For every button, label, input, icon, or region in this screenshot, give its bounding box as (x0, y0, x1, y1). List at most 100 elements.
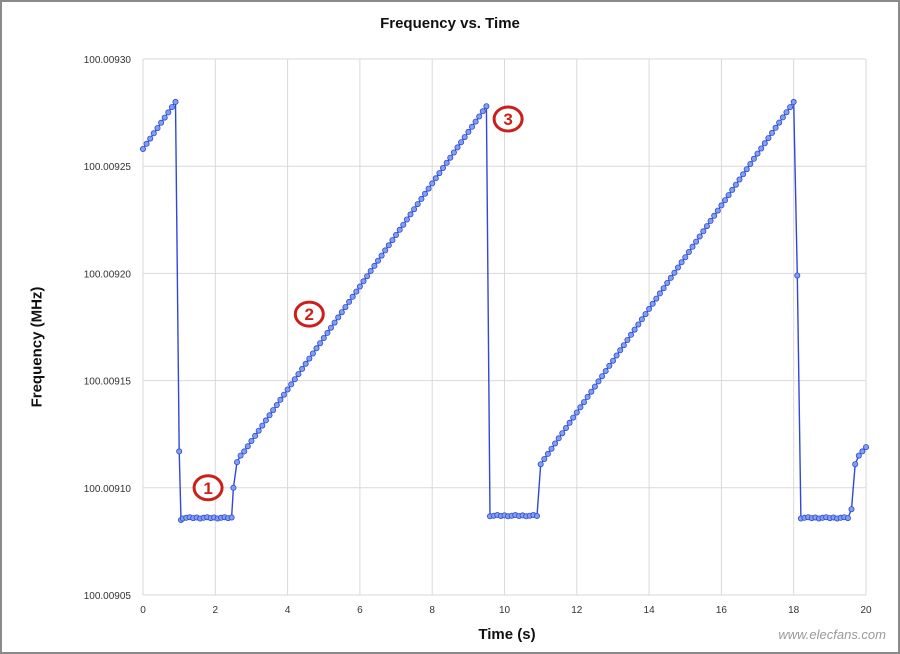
data-point (736, 176, 743, 183)
chart-title: Frequency vs. Time (380, 15, 520, 32)
data-point (725, 192, 732, 199)
data-point (353, 288, 360, 295)
data-point (447, 154, 454, 161)
y-tick-label: 100.00920 (84, 269, 132, 280)
data-point (729, 186, 736, 193)
data-point (844, 515, 851, 522)
data-point (299, 365, 306, 372)
data-point (711, 212, 718, 219)
data-point (385, 242, 392, 249)
data-point (472, 118, 479, 125)
data-point (667, 274, 674, 281)
data-point (237, 452, 244, 459)
data-point (439, 164, 446, 171)
data-point (248, 437, 255, 444)
data-point (165, 109, 172, 116)
data-point (277, 396, 284, 403)
data-point (646, 305, 653, 312)
data-point (700, 228, 707, 235)
data-point (534, 512, 541, 519)
data-point (649, 300, 656, 307)
data-point (573, 409, 580, 416)
data-point (313, 345, 320, 352)
data-point (147, 135, 154, 142)
data-point (392, 231, 399, 238)
data-point (400, 221, 407, 228)
data-point (848, 506, 855, 513)
annotation-label: 2 (305, 305, 314, 324)
data-point (244, 443, 251, 450)
data-point (628, 331, 635, 338)
data-point (794, 272, 801, 279)
x-tick-label: 2 (213, 605, 219, 616)
data-point (769, 129, 776, 136)
annotation-marker (192, 474, 224, 502)
data-point (176, 448, 183, 455)
data-point (852, 461, 859, 468)
data-point (367, 267, 374, 274)
data-point (306, 355, 313, 362)
data-point (602, 367, 609, 374)
annotations: 1 2 3 (192, 105, 524, 502)
annotation-marker (492, 105, 524, 133)
data-point (468, 123, 475, 130)
data-point (779, 114, 786, 121)
data-point (595, 378, 602, 385)
data-point (291, 376, 298, 383)
gridlines (142, 58, 867, 596)
data-point (331, 319, 338, 326)
data-point (378, 252, 385, 259)
data-point (270, 407, 277, 414)
data-point (324, 329, 331, 336)
data-point (685, 248, 692, 255)
data-point (566, 419, 573, 426)
data-point (139, 145, 146, 152)
data-point (161, 114, 168, 121)
data-point (255, 427, 262, 434)
data-point (309, 350, 316, 357)
data-point (461, 134, 468, 141)
data-point (660, 285, 667, 292)
data-point (642, 311, 649, 318)
data-point (432, 175, 439, 182)
data-point (631, 326, 638, 333)
data-point (317, 340, 324, 347)
data-point (552, 440, 559, 447)
data-point (228, 514, 235, 521)
data-point (327, 324, 334, 331)
data-point (610, 357, 617, 364)
data-point (787, 104, 794, 111)
data-point (750, 155, 757, 162)
data-point (855, 452, 862, 459)
data-point (541, 455, 548, 462)
data-point (743, 166, 750, 173)
data-point (613, 352, 620, 359)
annotation-label: 3 (503, 110, 512, 129)
data-point (606, 362, 613, 369)
data-point (714, 207, 721, 214)
data-point (703, 223, 710, 230)
data-point (555, 435, 562, 442)
data-point (262, 417, 269, 424)
data-point (382, 247, 389, 254)
y-tick-label: 100.00905 (84, 591, 132, 602)
data-point (689, 243, 696, 250)
data-point (158, 119, 165, 126)
data-point (407, 211, 414, 218)
data-point (335, 314, 342, 321)
x-tick-label: 4 (285, 605, 291, 616)
data-point (707, 217, 714, 224)
data-point (429, 180, 436, 187)
data-point (476, 113, 483, 120)
data-point (259, 422, 266, 429)
data-point (346, 298, 353, 305)
data-point (584, 393, 591, 400)
x-tick-label: 10 (499, 605, 511, 616)
data-point (678, 259, 685, 266)
x-tick-label: 18 (788, 605, 800, 616)
data-point (638, 316, 645, 323)
x-tick-label: 12 (571, 605, 583, 616)
x-tick-label: 16 (716, 605, 728, 616)
data-point (342, 304, 349, 311)
